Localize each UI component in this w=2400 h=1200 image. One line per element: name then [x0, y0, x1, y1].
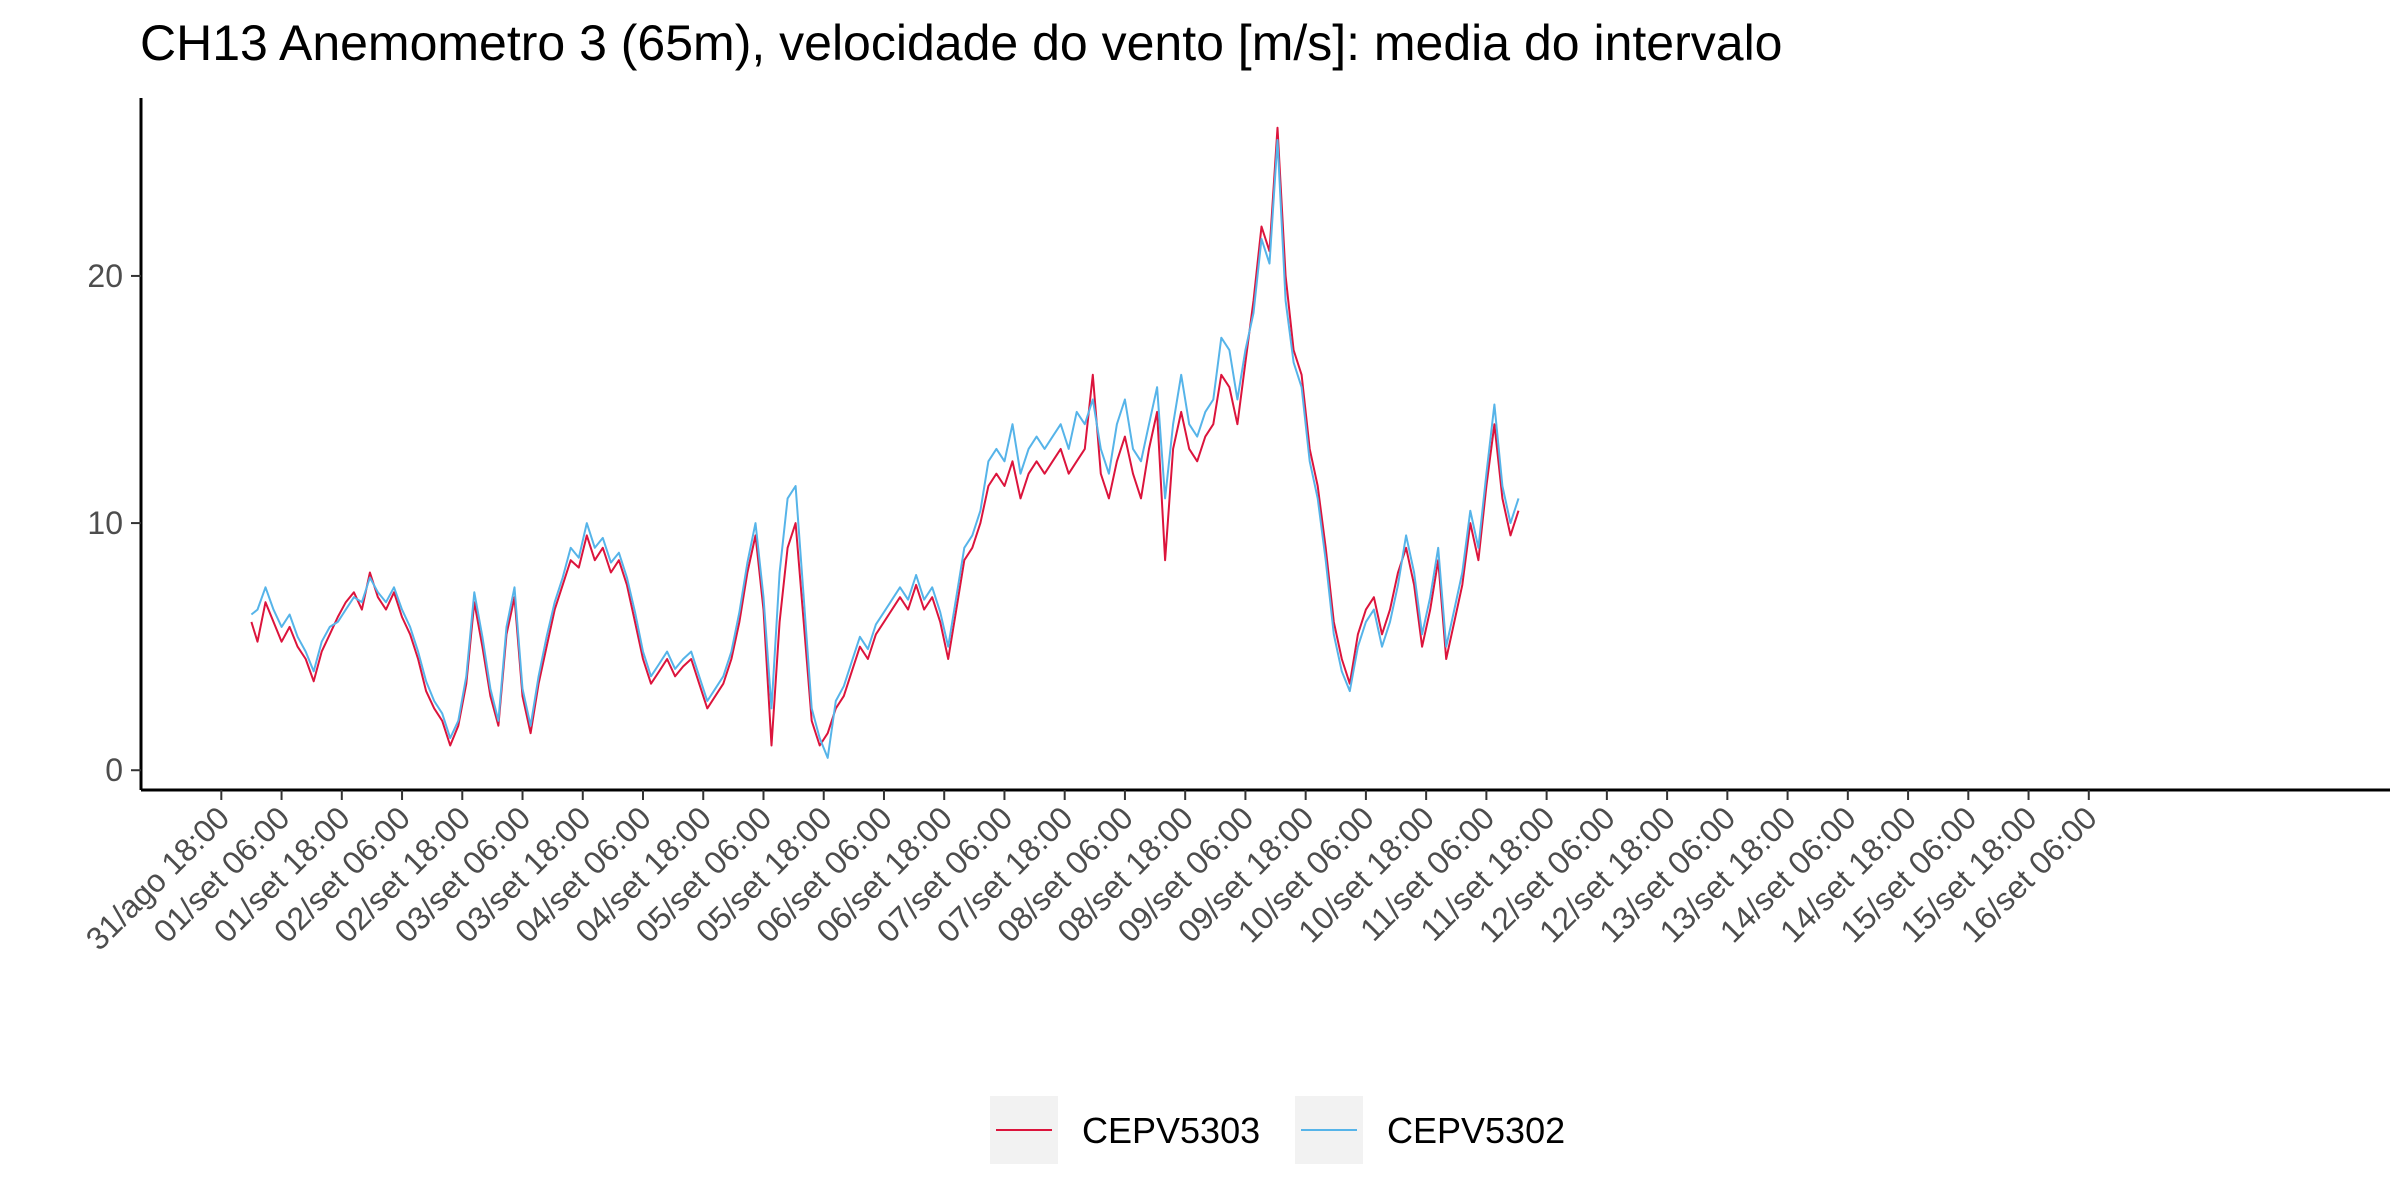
- series-line-CEPV5303: [250, 126, 1520, 747]
- chart-title: CH13 Anemometro 3 (65m), velocidade do v…: [140, 15, 1782, 71]
- legend: CEPV5303 CEPV5302: [990, 1096, 1565, 1164]
- y-tick-label: 10: [87, 505, 123, 541]
- y-tick-label: 0: [105, 752, 123, 788]
- y-tick-label: 20: [87, 258, 123, 294]
- series-layer: [250, 126, 1520, 759]
- series-line-CEPV5302: [250, 139, 1520, 759]
- legend-label-CEPV5303: CEPV5303: [1082, 1110, 1260, 1151]
- legend-label-CEPV5302: CEPV5302: [1387, 1110, 1565, 1151]
